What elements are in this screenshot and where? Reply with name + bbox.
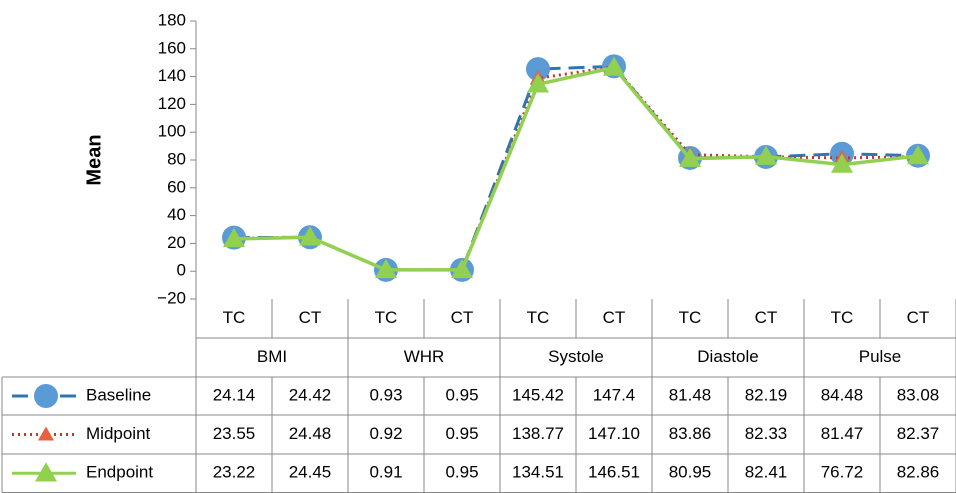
group-label: Systole [548, 347, 604, 366]
table-value: 147.10 [588, 424, 640, 443]
marker [223, 227, 245, 248]
group-label: Diastole [697, 347, 758, 366]
y-tick-label: 80 [167, 149, 186, 168]
marker [907, 145, 929, 165]
table-value: 24.14 [213, 385, 256, 404]
marker [831, 153, 853, 173]
line [233, 65, 919, 272]
table-value: 24.45 [289, 463, 332, 482]
table-value: 24.48 [289, 424, 332, 443]
table-value: 82.86 [897, 463, 940, 482]
y-axis-label: Mean [83, 134, 105, 185]
x-tick-label: CT [603, 308, 626, 327]
legend-label: Baseline [86, 385, 151, 404]
marker [451, 258, 473, 279]
table-value: 81.47 [821, 424, 864, 443]
y-tick-label: 180 [158, 10, 186, 29]
line [233, 64, 919, 272]
table-value: 134.51 [512, 463, 564, 482]
y-tick-label: 160 [158, 38, 186, 57]
table-value: 80.95 [669, 463, 712, 482]
marker [35, 462, 57, 482]
table-value: 0.93 [369, 385, 402, 404]
x-tick-label: TC [223, 308, 246, 327]
table-value: 0.91 [369, 463, 402, 482]
legend-label: Midpoint [86, 424, 151, 443]
table-value: 145.42 [512, 385, 564, 404]
y-tick-label: 20 [167, 233, 186, 252]
table-value: 146.51 [588, 463, 640, 482]
marker [755, 145, 777, 165]
x-tick-label: TC [831, 308, 854, 327]
table-value: 82.37 [897, 424, 940, 443]
table-value: 23.55 [213, 424, 256, 443]
marker [375, 258, 397, 279]
y-tick-label: 120 [158, 94, 186, 113]
group-label: WHR [404, 347, 445, 366]
table-value: 82.41 [745, 463, 788, 482]
marker [527, 73, 549, 93]
legend-label: Endpoint [86, 463, 153, 482]
y-tick-label: 100 [158, 122, 186, 141]
table-value: 84.48 [821, 385, 864, 404]
x-tick-label: CT [299, 308, 322, 327]
table-value: 0.95 [445, 463, 478, 482]
table-value: 82.19 [745, 385, 788, 404]
y-tick-label: 40 [167, 205, 186, 224]
table-value: 24.42 [289, 385, 332, 404]
table-value: 81.48 [669, 385, 712, 404]
x-tick-label: TC [679, 308, 702, 327]
marker [526, 57, 550, 82]
table-value: 76.72 [821, 463, 864, 482]
x-tick-label: CT [451, 308, 474, 327]
table-value: 138.77 [512, 424, 564, 443]
table-value: 0.95 [445, 385, 478, 404]
marker [299, 226, 321, 246]
y-tick-label: 0 [177, 261, 186, 280]
group-label: Pulse [859, 347, 902, 366]
group-label: BMI [257, 347, 287, 366]
table-value: 0.95 [445, 424, 478, 443]
y-tick-label: 60 [167, 177, 186, 196]
marker [38, 426, 54, 441]
marker [34, 384, 58, 408]
table-value: 147.4 [593, 385, 636, 404]
x-tick-label: CT [907, 308, 930, 327]
marker [603, 56, 625, 76]
line [233, 65, 919, 272]
y-tick-label: −20 [157, 288, 186, 307]
table-value: 83.86 [669, 424, 712, 443]
table-value: 0.92 [369, 424, 402, 443]
x-tick-label: TC [375, 308, 398, 327]
table-value: 83.08 [897, 385, 940, 404]
marker [679, 147, 701, 167]
table-value: 82.33 [745, 424, 788, 443]
table-value: 23.22 [213, 463, 256, 482]
x-tick-label: TC [527, 308, 550, 327]
y-tick-label: 140 [158, 66, 186, 85]
x-tick-label: CT [755, 308, 778, 327]
